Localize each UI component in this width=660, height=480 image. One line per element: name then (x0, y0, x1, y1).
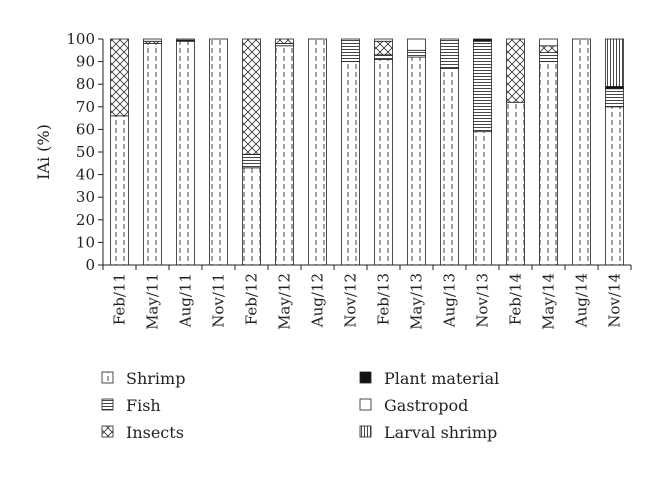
bar-segment-plant-material-nov-13 (473, 38, 492, 42)
bar-segment-shrimp-feb-12 (242, 167, 261, 266)
x-tick-label-may-12: May/12 (276, 273, 294, 330)
legend: Shrimp Fish Insects Plant material Gastropod… (101, 369, 499, 442)
bars-layer (110, 38, 624, 266)
x-tick-label-feb-14: Feb/14 (507, 273, 525, 325)
legend-swatch-gastropod (359, 398, 372, 411)
bar-segment-insects-may-12 (275, 38, 294, 44)
bar-segment-larval-shrimp-nov-14 (605, 38, 624, 87)
y-tick-label-30: 30 (76, 188, 95, 206)
bar-segment-insects-feb-14 (506, 38, 525, 103)
x-tick-label-feb-11: Feb/11 (111, 273, 129, 325)
x-tick-label-may-11: May/11 (144, 273, 162, 330)
legend-label-shrimp: Shrimp (126, 369, 185, 388)
legend-label-gastropod: Gastropod (384, 396, 468, 415)
x-tick-label-nov-13: Nov/13 (474, 273, 492, 328)
bar-segment-shrimp-nov-14 (605, 106, 624, 266)
y-tick-label-40: 40 (76, 166, 95, 184)
bar-segment-shrimp-feb-13 (374, 58, 393, 266)
bar-segment-shrimp-nov-13 (473, 131, 492, 266)
bar-segment-shrimp-may-13 (407, 56, 426, 266)
legend-swatch-larval-shrimp (359, 425, 372, 438)
legend-swatch-plant-material (359, 371, 372, 384)
y-tick-label-60: 60 (76, 120, 95, 138)
bar-segment-shrimp-aug-12 (308, 38, 327, 266)
y-tick-label-10: 10 (76, 233, 95, 251)
bar-segment-shrimp-feb-14 (506, 101, 525, 266)
y-tick-label-90: 90 (76, 53, 95, 71)
legend-swatch-insects (101, 425, 114, 438)
x-tick-label-aug-11: Aug/11 (177, 273, 195, 328)
bar-segment-fish-feb-13 (374, 54, 393, 60)
legend-label-larval-shrimp: Larval shrimp (384, 423, 497, 442)
bar-segment-shrimp-nov-12 (341, 61, 360, 266)
bar-segment-fish-nov-13 (473, 40, 492, 133)
bar-segment-shrimp-nov-11 (209, 38, 228, 266)
bar-segment-fish-nov-14 (605, 88, 624, 108)
x-tick-label-aug-14: Aug/14 (573, 273, 591, 328)
bar-segment-fish-nov-12 (341, 38, 360, 63)
legend-swatch-fish (101, 398, 114, 411)
legend-swatch-shrimp (101, 371, 114, 384)
bar-segment-fish-may-14 (539, 52, 558, 63)
x-tick-label-nov-14: Nov/14 (606, 273, 624, 328)
y-axis-title: IAi (%) (34, 124, 53, 180)
x-tick-label-may-13: May/13 (408, 273, 426, 330)
bar-segment-fish-aug-13 (440, 38, 459, 69)
bar-segment-shrimp-aug-13 (440, 67, 459, 266)
legend-label-plant-material: Plant material (384, 369, 499, 388)
bar-segment-shrimp-may-11 (143, 43, 162, 266)
x-tick-label-aug-12: Aug/12 (309, 273, 327, 328)
bar-segment-shrimp-may-12 (275, 45, 294, 266)
bar-segment-gastropod-may-11 (143, 38, 162, 42)
legend-label-fish: Fish (126, 396, 161, 415)
y-tick-label-100: 100 (66, 30, 95, 48)
y-tick-label-20: 20 (76, 211, 95, 229)
bar-segment-insects-feb-13 (374, 40, 393, 56)
bar-segment-gastropod-aug-11 (176, 38, 195, 41)
bar-segment-insects-feb-11 (110, 38, 129, 117)
bar-segment-shrimp-aug-14 (572, 38, 591, 266)
bar-segment-insects-may-14 (539, 45, 558, 53)
x-tick-label-nov-11: Nov/11 (210, 273, 228, 328)
x-tick-label-aug-13: Aug/13 (441, 273, 459, 328)
bar-segment-shrimp-aug-11 (176, 40, 195, 266)
y-tick-label-80: 80 (76, 75, 95, 93)
bar-segment-insects-feb-12 (242, 38, 261, 155)
y-tick-label-70: 70 (76, 98, 95, 116)
x-tick-label-nov-12: Nov/12 (342, 273, 360, 328)
x-tick-label-may-14: May/14 (540, 273, 558, 330)
bar-segment-shrimp-may-14 (539, 61, 558, 266)
bar-segment-shrimp-feb-11 (110, 115, 129, 266)
axes-layer (98, 38, 632, 270)
bar-segment-gastropod-may-14 (539, 38, 558, 47)
labels-layer: 0 10 20 30 40 50 60 70 80 90 100 Feb/11 May/11 Aug/11… (66, 30, 623, 330)
legend-label-insects: Insects (126, 423, 184, 442)
bar-segment-fish-may-13 (407, 49, 426, 58)
bar-segment-fish-feb-12 (242, 153, 261, 169)
x-tick-label-feb-13: Feb/13 (375, 273, 393, 325)
y-tick-label-50: 50 (76, 143, 95, 161)
x-tick-label-feb-12: Feb/12 (243, 273, 261, 325)
y-tick-label-0: 0 (85, 256, 95, 274)
bar-segment-gastropod-may-13 (407, 38, 426, 51)
bar-segment-gastropod-feb-13 (374, 38, 393, 42)
